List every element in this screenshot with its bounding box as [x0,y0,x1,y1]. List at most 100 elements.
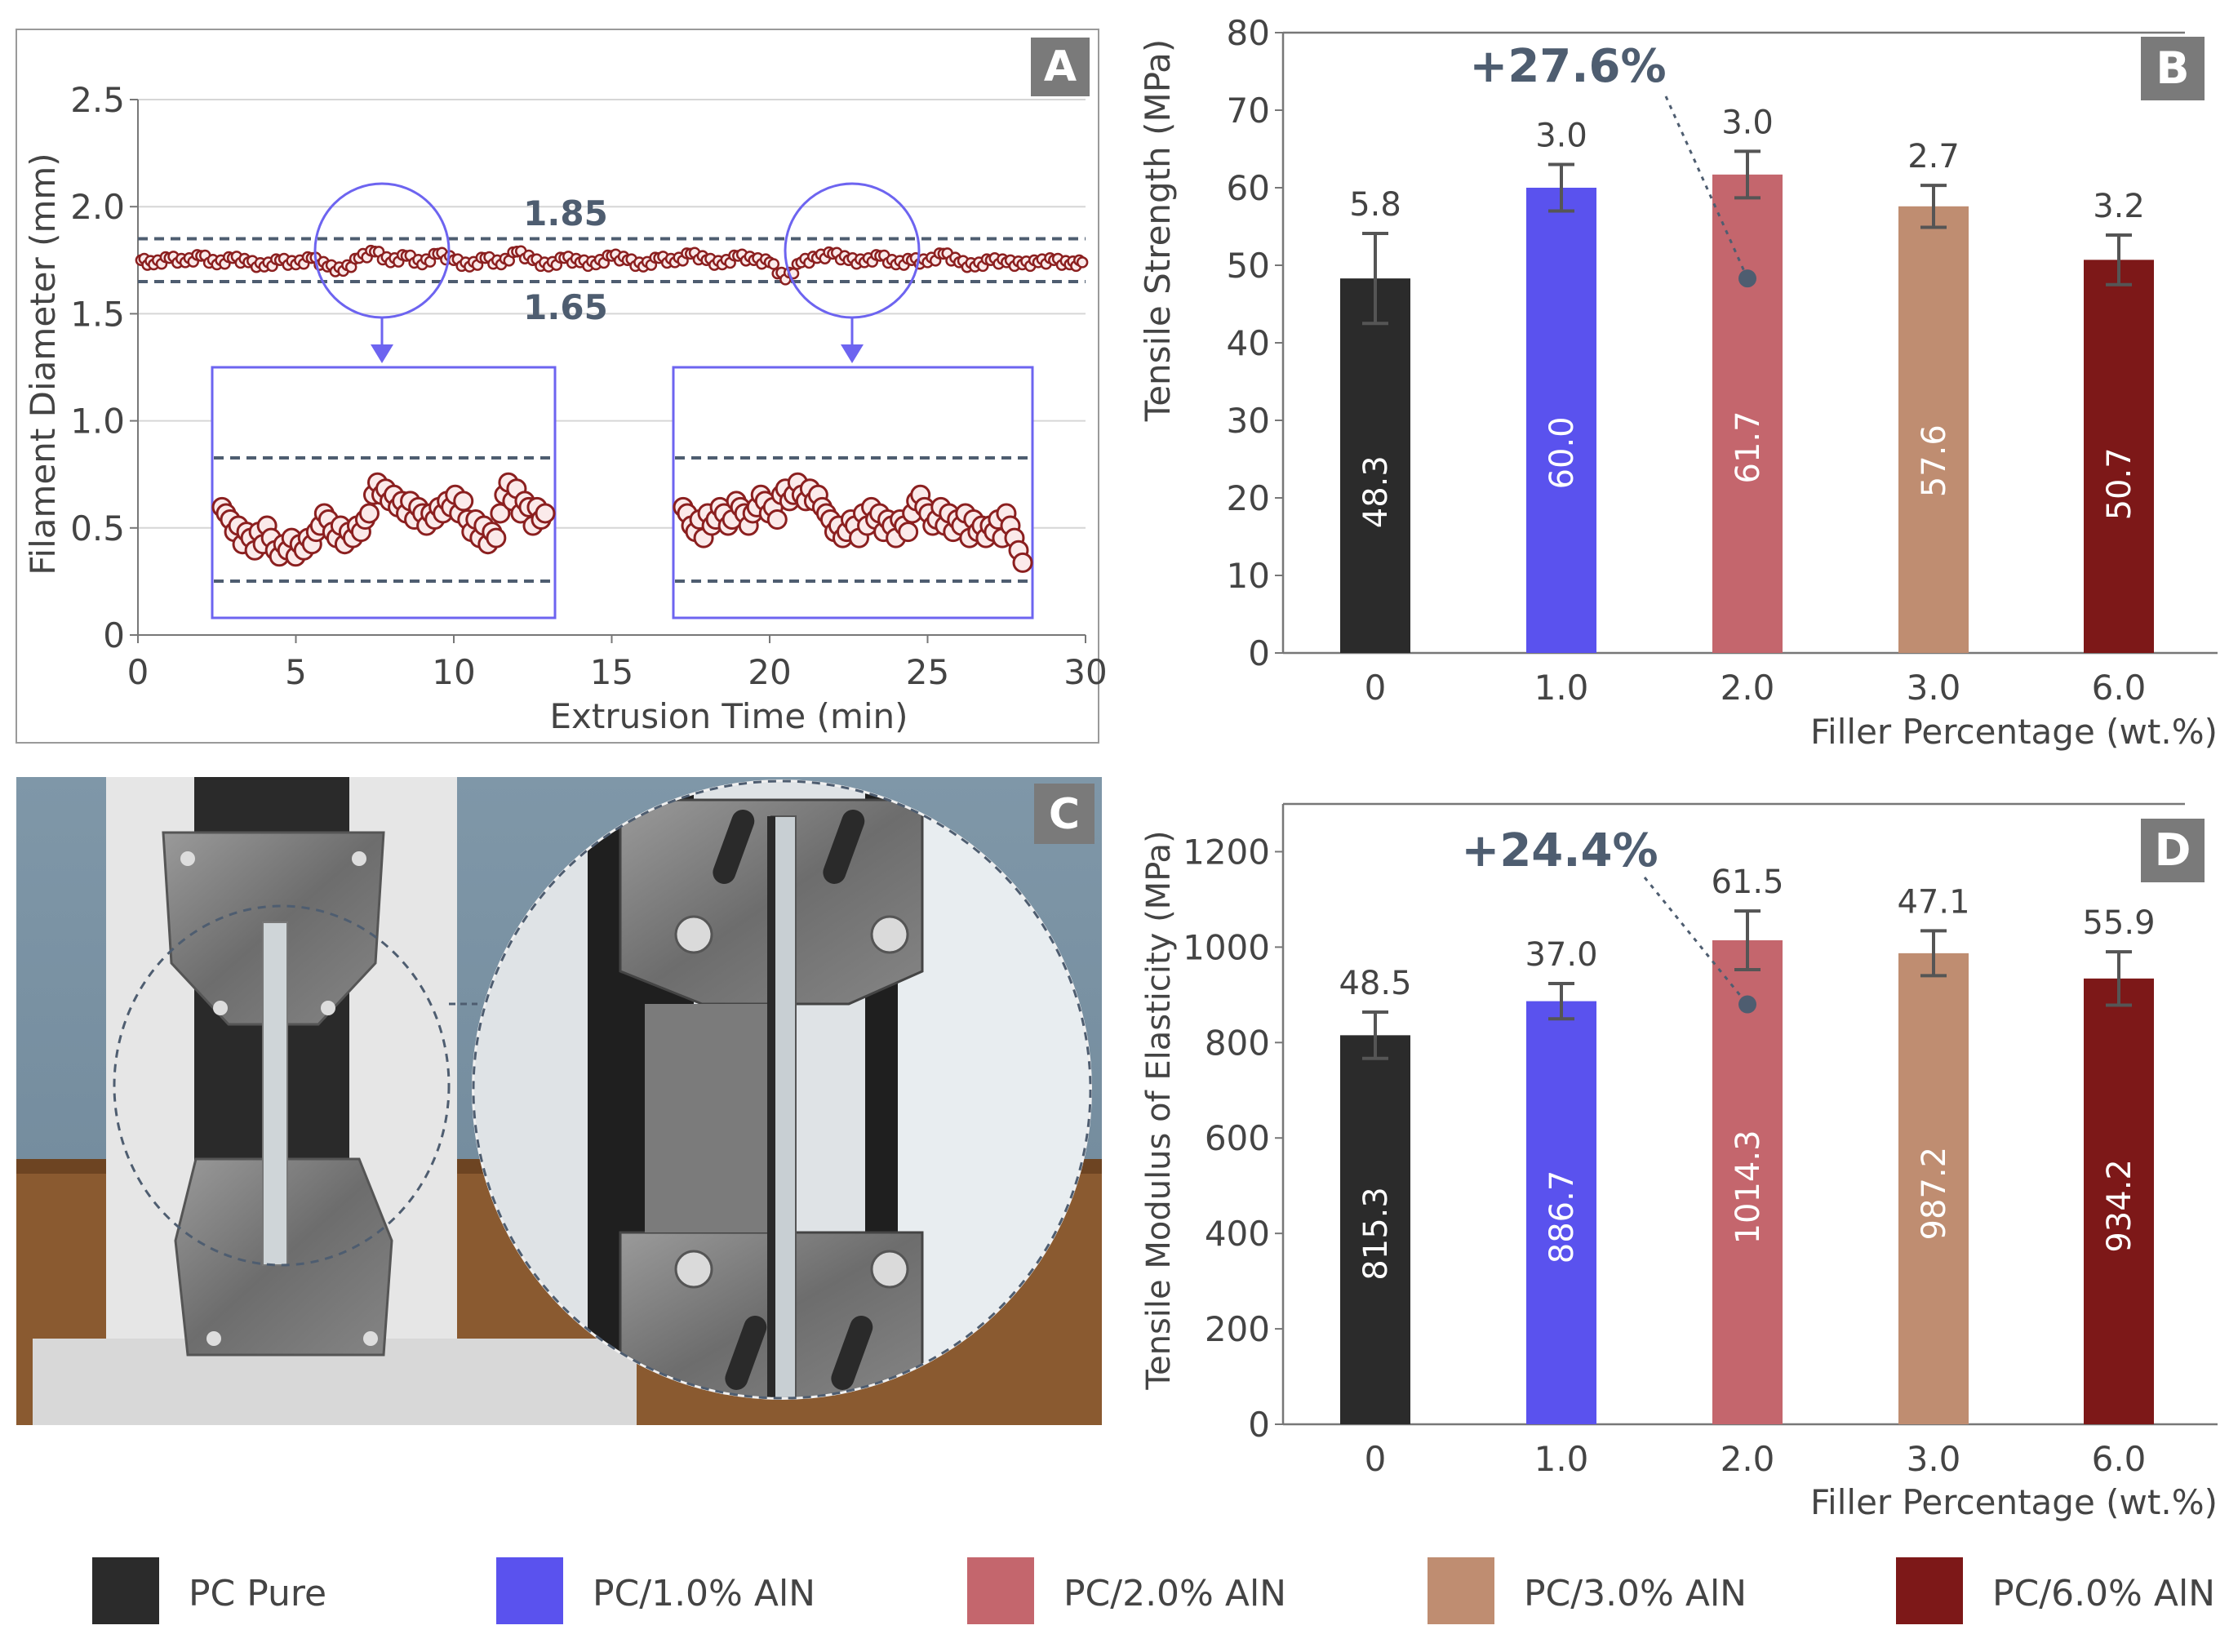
panel-b-y-axis-label: Tensile Strength (MPa) [1138,39,1178,423]
panel-d-y-tick-labels: 0 200 400 600 800 1000 1200 [1183,832,1270,1445]
y-tick-label: 80 [1227,13,1270,53]
panel-b-y-tick-labels: 0 10 20 30 40 50 60 70 80 [1227,13,1270,673]
y-tick-label: 0 [1248,633,1270,673]
bar [1340,278,1410,653]
panel-a-series [135,244,1089,286]
panel-a-x-axis-label: Extrusion Time (min) [549,696,908,736]
error-label: 5.8 [1349,186,1401,224]
x-tick-label: 30 [1063,652,1107,692]
panel-b-bars: 5.8 48.3 3.0 60.0 3.0 61.7 2.7 57.6 3.2 50.7 [1340,104,2154,654]
legend-swatch [496,1557,563,1624]
panel-a-axes [130,99,1086,643]
panel-a-y-axis-label: Filament Diameter (mm) [23,153,63,575]
y-tick-label: 70 [1227,91,1270,131]
panel-c-badge-label: C [1049,790,1080,839]
inset-data-point [766,509,788,530]
bar [1340,1035,1410,1424]
bar-value-label: 934.2 [2101,1159,2138,1253]
inset-data-point [535,503,556,524]
lower-limit-label: 1.65 [523,287,608,327]
panel-b-badge-label: B [2156,42,2189,94]
panel-d-badge-label: D [2155,824,2191,876]
panel-d-x-axis-label: Filler Percentage (wt.%) [1810,1482,2218,1522]
panel-d-x-tick-labels: 0 1.0 2.0 3.0 6.0 [1365,1439,2147,1479]
legend-label: PC Pure [189,1573,326,1614]
y-tick-label: 0.5 [70,508,125,548]
panel-a-badge [1031,38,1090,96]
y-tick-label: 2.0 [70,187,125,227]
panel-b-annotation-label: +27.6% [1469,40,1666,93]
error-label: 3.0 [1535,118,1587,155]
legend-swatch [1428,1557,1494,1624]
panel-b-x-axis-label: Filler Percentage (wt.%) [1810,712,2218,752]
inset-data-point [358,503,380,524]
bar [1712,174,1783,654]
y-tick-label: 50 [1227,246,1270,286]
x-tick-label: 0 [1365,1439,1387,1479]
x-tick-label: 2.0 [1721,668,1775,708]
y-tick-label: 400 [1205,1214,1270,1254]
y-tick-label: 0 [1248,1405,1270,1445]
y-tick-label: 200 [1205,1309,1270,1349]
annotation-dot [1738,995,1756,1014]
x-tick-label: 6.0 [2092,1439,2147,1479]
bar-value-label: 886.7 [1543,1170,1581,1264]
panel-b-badge [2141,37,2205,100]
x-tick-label: 3.0 [1907,1439,1961,1479]
zoom-circle-outline [472,779,1092,1400]
y-tick-label: 600 [1205,1118,1270,1158]
error-label: 3.2 [2093,188,2145,225]
bar [1898,206,1969,654]
y-tick-label: 800 [1205,1023,1270,1063]
x-tick-label: 1.0 [1534,668,1589,708]
panel-c-badge [1034,784,1095,844]
panel-b-annotation [1664,95,1756,288]
x-tick-label: 10 [432,652,475,692]
bar [1526,188,1596,653]
x-tick-label: 25 [906,652,949,692]
bar [1526,1001,1596,1424]
x-tick-label: 1.0 [1534,1439,1589,1479]
panel-d-badge [2141,819,2205,882]
bar-value-label: 57.6 [1916,424,1953,497]
annotation-leader [1664,95,1749,279]
detail-region-marker [113,904,451,1267]
x-tick-label: 0 [127,652,149,692]
y-tick-label: 60 [1227,168,1270,208]
y-tick-label: 1000 [1183,927,1270,967]
panel-a-limit-lines [138,237,1086,284]
annotation-dot [1738,269,1756,288]
legend-label: PC/3.0% AlN [1524,1573,1747,1614]
test-specimen [262,921,288,1266]
inset-data-point [486,527,507,548]
bar-value-label: 61.7 [1729,411,1767,483]
upper-limit-label: 1.85 [523,193,608,233]
panel-d-y-axis-label: Tensile Modulus of Elasticity (MPa) [1140,830,1178,1390]
error-label: 37.0 [1525,936,1597,974]
magnifier-arrow-head [371,344,393,363]
data-point [767,258,780,270]
x-tick-label: 20 [748,652,791,692]
panel-a-x-tick-labels: 0 5 10 15 20 25 30 [127,652,1108,692]
bar-value-label: 815.3 [1357,1187,1395,1281]
y-tick-label: 1.5 [70,294,125,334]
legend-swatch [967,1557,1034,1624]
panel-b-x-tick-labels: 0 1.0 2.0 3.0 6.0 [1365,668,2147,708]
bar [2084,260,2154,653]
y-tick-label: 40 [1227,323,1270,363]
x-tick-label: 2.0 [1721,1439,1775,1479]
y-tick-label: 1.0 [70,402,125,442]
error-label: 47.1 [1897,883,1969,921]
panel-d-annotation-label: +24.4% [1461,824,1658,877]
x-tick-label: 0 [1365,668,1387,708]
x-tick-label: 15 [590,652,633,692]
panel-d-bars: 48.5 815.3 37.0 886.7 61.5 1014.3 47.1 987.2 55.… [1339,864,2156,1424]
legend-label: PC/6.0% AlN [1992,1573,2215,1614]
panel-d-annotation [1643,877,1756,1014]
panel-a-badge-label: A [1044,42,1077,91]
legend: PC Pure PC/1.0% AlN PC/2.0% AlN PC/3.0% AlN… [92,1557,2215,1624]
panel-d: 0 200 400 600 800 1000 1200 48.5 815.3 37.0 886.7… [1140,802,2218,1522]
y-tick-label: 0 [103,615,125,655]
x-tick-label: 3.0 [1907,668,1961,708]
y-tick-label: 20 [1227,478,1270,518]
